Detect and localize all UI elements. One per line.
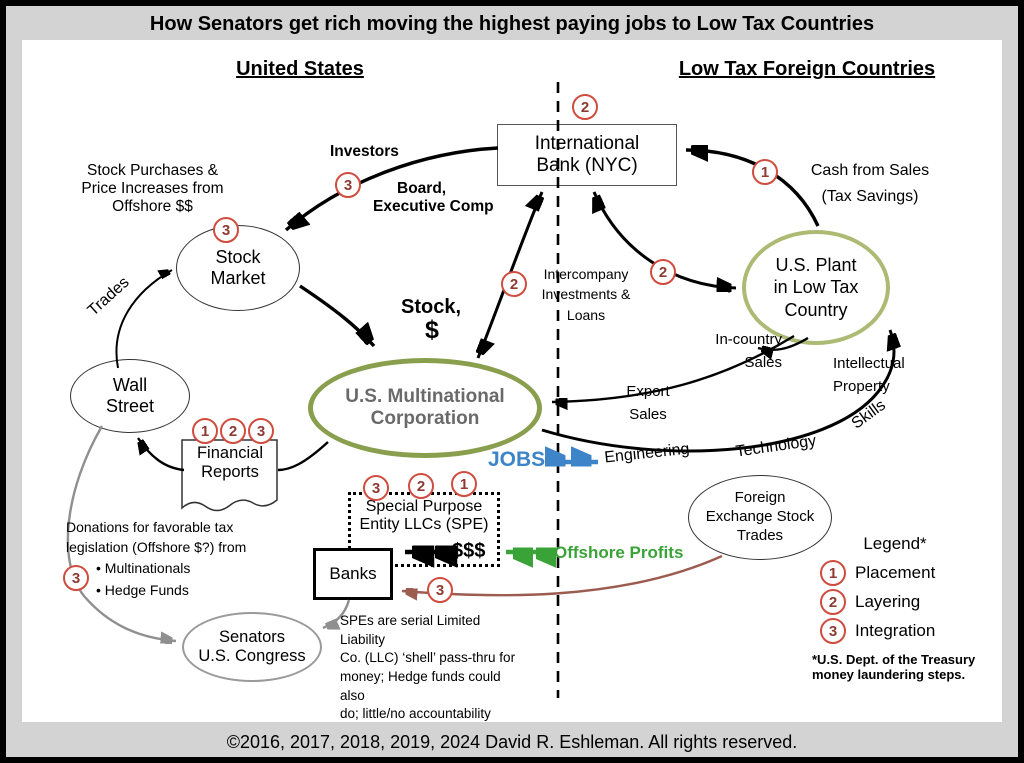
legend-step-circle-3: 3 (820, 618, 846, 644)
label-trades: Trades (84, 273, 133, 320)
arrow-financial-reports-to-wall-street (138, 437, 185, 472)
label-donations: Donations for favorable tax legislation … (66, 519, 247, 555)
legend-heading: Legend* (863, 534, 927, 553)
label-investors: Investors (330, 143, 399, 160)
label-stock: Stock, (400, 296, 462, 318)
label-donations-bullets: • Multinationals • Hedge Funds (96, 560, 191, 598)
label-technology: Technology (734, 432, 818, 461)
legend-item-layering: 2 Layering (820, 589, 920, 615)
step-circle-3-spe: 3 (363, 475, 389, 501)
label-dollars: $$$ (452, 540, 486, 562)
legend-item-integration: 3 Integration (820, 618, 935, 644)
step-circle-3-donations: 3 (63, 565, 89, 591)
step-circle-2-bank-to-plant: 2 (650, 259, 676, 285)
legend-step-circle-1: 1 (820, 560, 846, 586)
diagram-canvas: United States Low Tax Foreign Countries … (22, 40, 1002, 722)
node-senators-congress: Senators U.S. Congress (182, 612, 322, 682)
node-stock-market: Stock Market (176, 225, 300, 311)
label-jobs: JOBS (488, 448, 546, 471)
page-title: How Senators get rich moving the highest… (149, 13, 875, 35)
label-in-country-sales: In-country Sales (715, 331, 782, 372)
legend-item-placement: 1 Placement (820, 560, 935, 586)
label-stock-purchases: Stock Purchases & Price Increases from O… (81, 162, 224, 215)
label-export-sales: Export Sales (626, 383, 670, 424)
legend-label-integration: Integration (855, 621, 936, 640)
arrow-stock-market-to-multinational (299, 284, 374, 348)
line-multinational-to-financial-reports (277, 441, 329, 472)
heading-low-tax-countries: Low Tax Foreign Countries (678, 58, 936, 80)
step-circle-2-financial-reports: 2 (220, 418, 246, 444)
legend-label-placement: Placement (855, 563, 936, 582)
label-cash-from-sales: Cash from Sales (Tax Savings) (810, 162, 930, 205)
node-banks: Banks (313, 548, 393, 600)
label-offshore-profits: Offshore Profits (554, 543, 684, 562)
step-circle-1-spe: 1 (451, 471, 477, 497)
label-engineering: Engineering (603, 440, 691, 467)
label-intercompany: Intercompany Investments & Loans (541, 266, 631, 323)
node-wall-street: Wall Street (70, 359, 190, 433)
copyright-text: ©2016, 2017, 2018, 2019, 2024 David R. E… (226, 732, 798, 752)
label-board-executive-comp: Board, Executive Comp (373, 180, 494, 215)
label-spe-note: SPEs are serial Limited Liability Co. (L… (340, 613, 516, 722)
step-circle-3-financial-reports: 3 (248, 418, 274, 444)
step-circle-1-cash-from-sales: 1 (752, 159, 778, 185)
node-financial-reports-label: Financial Reports (196, 444, 264, 481)
step-circle-2-intercompany: 2 (501, 271, 527, 297)
label-intellectual-property: Intellectual Property (833, 355, 905, 396)
step-circle-3-investors: 3 (335, 172, 361, 198)
node-foreign-exchange: Foreign Exchange Stock Trades (688, 475, 832, 560)
node-us-multinational: U.S. Multinational Corporation (308, 358, 542, 458)
label-dollar-sign: $ (425, 316, 439, 344)
step-circle-2-spe: 2 (408, 473, 434, 499)
legend-label-layering: Layering (855, 592, 921, 611)
legend-footnote: *U.S. Dept. of the Treasury money launde… (812, 652, 976, 682)
step-circle-1-financial-reports: 1 (192, 418, 218, 444)
heading-united-states: United States (236, 58, 364, 80)
step-circle-3-stock-purchases: 3 (213, 217, 239, 243)
step-circle-2-above-bank: 2 (572, 94, 598, 120)
step-circle-3-foreign-exchange-to-banks: 3 (427, 577, 453, 603)
node-us-plant: U.S. Plant in Low Tax Country (742, 230, 890, 345)
legend-step-circle-2: 2 (820, 589, 846, 615)
node-international-bank: International Bank (NYC) (497, 124, 677, 186)
